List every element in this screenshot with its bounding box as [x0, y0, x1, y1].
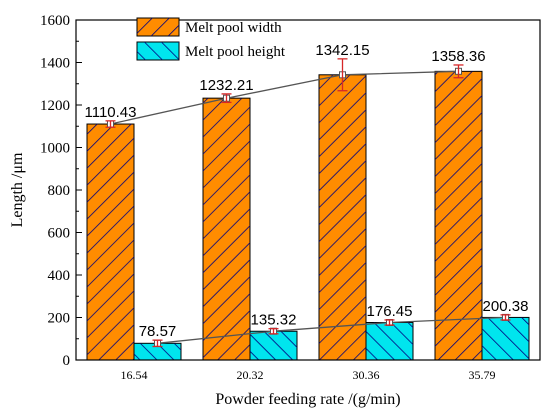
data-label-width-2: 1342.15: [315, 42, 369, 59]
bar-hatch-width-0: [87, 124, 134, 360]
y-tick-label-7: 1400: [40, 56, 70, 72]
y-tick-label-0: 0: [63, 353, 71, 369]
x-tick-label-1: 20.32: [237, 368, 264, 382]
bar-hatch-height-2: [366, 322, 413, 360]
legend-label-height: Melt pool height: [185, 44, 286, 60]
data-label-height-1: 135.32: [251, 312, 297, 329]
data-label-width-1: 1232.21: [199, 77, 253, 94]
data-label-width-3: 1358.36: [431, 48, 485, 65]
ticks-layer: 0 200 400 600 800 1000 1200 1400 1600 16.54 20.32 3…: [40, 13, 496, 382]
y-tick-label-8: 1600: [40, 13, 70, 29]
y-tick-label-3: 600: [48, 226, 71, 242]
x-tick-label-0: 16.54: [121, 368, 148, 382]
data-label-height-0: 78.57: [139, 323, 177, 340]
trend-line-width: [110, 70, 459, 125]
bars-layer: [86, 70, 530, 361]
bar-hatch-height-3: [482, 317, 529, 360]
error-bars-layer: [105, 58, 511, 348]
data-label-width-0: 1110.43: [85, 104, 137, 121]
y-tick-label-4: 800: [48, 183, 71, 199]
x-tick-label-2: 30.36: [353, 368, 380, 382]
legend-label-width: Melt pool width: [185, 20, 282, 36]
legend-swatch-height-hatch: [137, 42, 179, 60]
bar-hatch-width-1: [203, 98, 250, 361]
bar-hatch-height-1: [250, 331, 297, 360]
trend-line-height: [157, 316, 506, 344]
y-axis-label: Length /μm: [9, 152, 26, 227]
data-label-height-2: 176.45: [367, 303, 413, 320]
bar-hatch-height-0: [134, 343, 181, 360]
y-tick-label-5: 1000: [40, 141, 70, 157]
y-tick-label-1: 200: [48, 311, 71, 327]
y-tick-label-2: 400: [48, 268, 71, 284]
y-tick-label-6: 1200: [40, 98, 70, 114]
legend-swatch-width-hatch: [137, 18, 179, 36]
x-tick-label-3: 35.79: [469, 368, 496, 382]
x-axis-label: Powder feeding rate /(g/min): [215, 391, 400, 408]
bar-hatch-width-2: [319, 74, 366, 360]
data-labels-layer: 1110.43 1232.21 1342.15 1358.36 78.57 135.32 1…: [85, 42, 529, 340]
bar-hatch-width-3: [435, 71, 482, 360]
data-label-height-3: 200.38: [483, 298, 529, 315]
legend: Melt pool width Melt pool height: [136, 17, 286, 61]
